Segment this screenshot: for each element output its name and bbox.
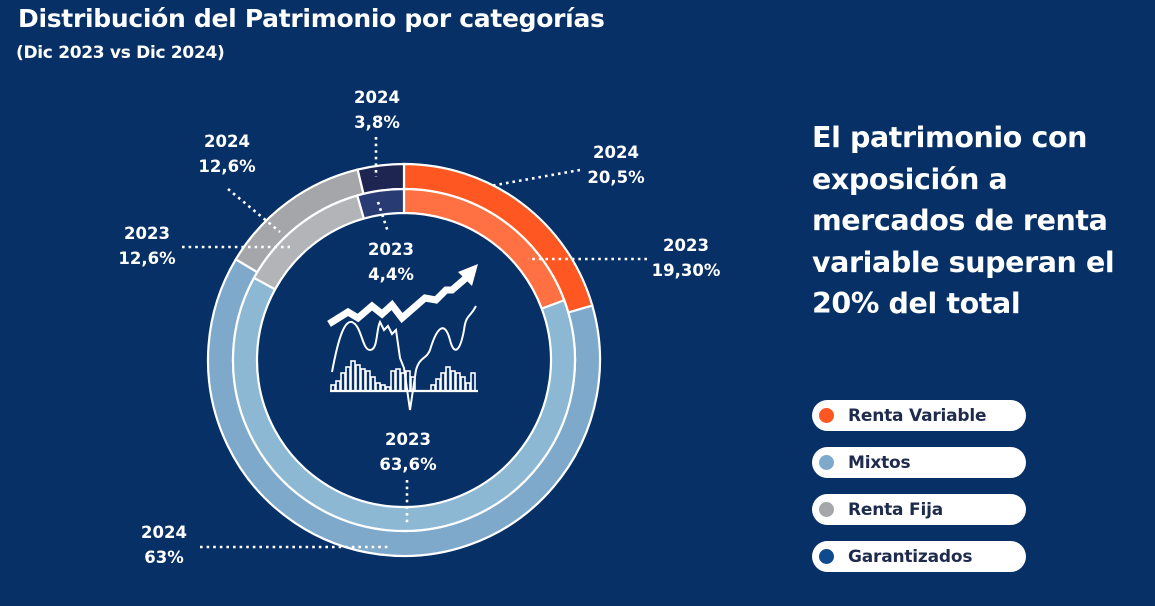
leader-lines [182, 137, 647, 549]
label-value-2023-garantizados: 4,4% [368, 265, 414, 284]
histogram-bar [440, 372, 446, 392]
histogram-bar [340, 372, 346, 392]
histogram-bar [365, 370, 371, 392]
histogram-bar [400, 372, 406, 392]
label-year-2023-garantizados: 2023 [368, 240, 414, 259]
label-value-2023-renta-fija: 12,6% [118, 249, 176, 268]
donut-rings [206, 162, 602, 558]
histogram-bar [355, 364, 361, 392]
label-year-2023-renta-fija: 2023 [124, 224, 170, 243]
label-value-2023-mixtos: 63,6% [379, 455, 437, 474]
headline-text: El patrimonio con exposición a mercados … [812, 121, 1115, 320]
data-labels: 2024 20,5% 2024 63% 2024 12,6% 2024 3,8% 2023 19,… [118, 88, 720, 567]
legend-label: Mixtos [848, 452, 911, 473]
label-year-2023-mixtos: 2023 [385, 430, 431, 449]
page-title: Distribución del Patrimonio por categorí… [18, 4, 605, 33]
legend-item-garantizados: Garantizados [812, 541, 1026, 572]
trend-arrow-head [458, 264, 478, 286]
histogram-bar [470, 372, 476, 392]
histogram-bar [445, 366, 451, 392]
legend-dot-icon [819, 408, 834, 423]
legend-label: Renta Variable [848, 405, 987, 426]
legend-label: Garantizados [848, 546, 973, 567]
histogram-bar [465, 382, 471, 392]
histogram-bar [390, 370, 396, 392]
legend-dot-icon [819, 549, 834, 564]
legend-item-renta-variable: Renta Variable [812, 400, 1026, 431]
label-value-2023-renta-variable: 19,30% [652, 261, 721, 280]
histogram-bar [455, 372, 461, 392]
trend-arrow-line [327, 273, 471, 327]
leader-line-2024-renta-fija [227, 187, 281, 234]
nested-donut-chart: 2024 20,5% 2024 63% 2024 12,6% 2024 3,8% 2023 19,… [118, 88, 720, 567]
page-subtitle: (Dic 2023 vs Dic 2024) [16, 43, 225, 63]
histogram-bar [350, 360, 356, 392]
histogram-bar [460, 376, 466, 392]
label-value-2024-garantizados: 3,8% [354, 113, 400, 132]
legend-dot-icon [819, 502, 834, 517]
label-year-2024-mixtos: 2024 [141, 523, 187, 542]
label-year-2023-renta-variable: 2023 [663, 236, 709, 255]
histogram-bar [405, 370, 411, 392]
histogram-bar [375, 382, 381, 392]
stock-chart-rising-icon [327, 264, 478, 411]
label-year-2024-garantizados: 2024 [354, 88, 400, 107]
leader-line-2024-renta-variable [489, 168, 581, 188]
legend-item-renta-fija: Renta Fija [812, 494, 1026, 525]
legend-item-mixtos: Mixtos [812, 447, 1026, 478]
segment-2023-garantizados [355, 187, 406, 220]
label-value-2024-renta-fija: 12,6% [198, 157, 256, 176]
label-year-2024-renta-fija: 2024 [204, 132, 250, 151]
legend-dot-icon [819, 455, 834, 470]
legend: Renta Variable Mixtos Renta Fija Garanti… [812, 400, 1026, 572]
histogram-bar [335, 380, 341, 392]
histogram-bar [370, 376, 376, 392]
histogram-bar [360, 368, 366, 392]
histogram-bar [345, 366, 351, 392]
label-year-2024-renta-variable: 2024 [593, 143, 639, 162]
label-value-2024-renta-variable: 20,5% [587, 168, 645, 187]
histogram-bar [395, 368, 401, 392]
wave-line [331, 305, 477, 411]
label-value-2024-mixtos: 63% [144, 548, 184, 567]
legend-label: Renta Fija [848, 499, 943, 520]
histogram-bar [450, 370, 456, 392]
histogram-bar [435, 378, 441, 392]
